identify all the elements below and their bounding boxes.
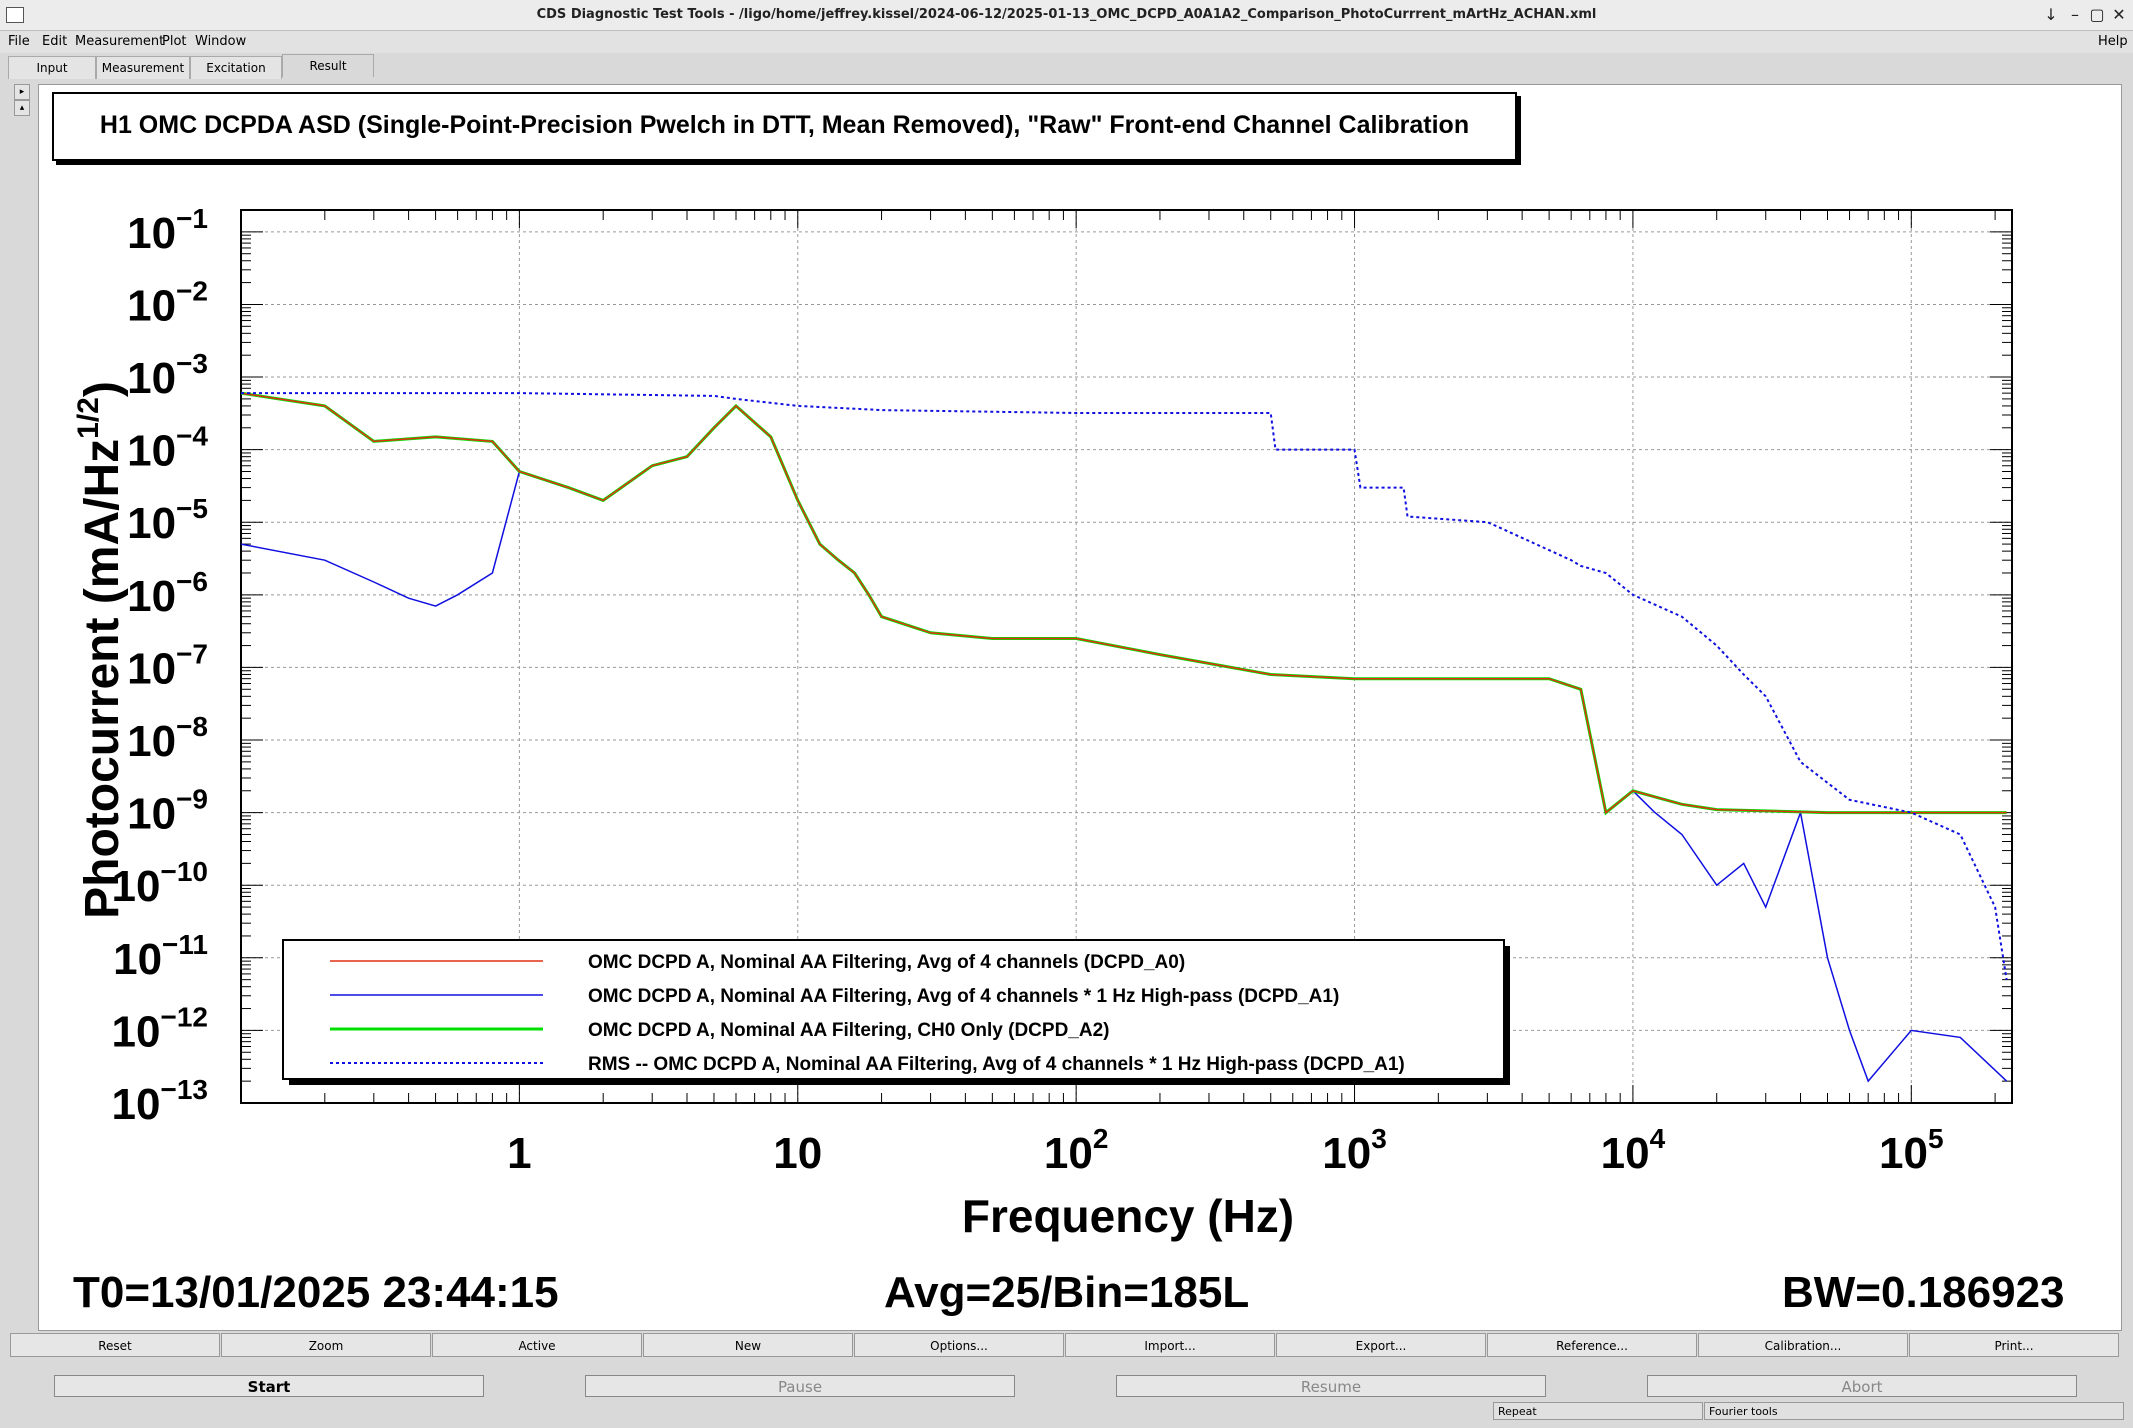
import-button[interactable]: Import... <box>1065 1333 1275 1357</box>
reference-button[interactable]: Reference... <box>1487 1333 1697 1357</box>
tab-measurement[interactable]: Measurement <box>96 56 190 79</box>
menu-help[interactable]: Help <box>2098 34 2128 49</box>
t0-readout: T0=13/01/2025 23:44:15 <box>73 1268 559 1317</box>
options-button[interactable]: Options... <box>854 1333 1064 1357</box>
collapse-up-icon[interactable]: ▴ <box>14 100 30 116</box>
tab-excitation[interactable]: Excitation <box>190 56 282 79</box>
calibration-button[interactable]: Calibration... <box>1698 1333 1908 1357</box>
resume-button[interactable]: Resume <box>1116 1375 1546 1397</box>
series-line-3 <box>241 392 2008 980</box>
legend-label: RMS -- OMC DCPD A, Nominal AA Filtering,… <box>588 1054 1405 1075</box>
maximize-icon[interactable]: ▢ <box>2089 5 2105 24</box>
y-tick-label: 10−13 <box>112 1074 208 1129</box>
y-tick-label: 10−1 <box>127 203 208 258</box>
plot-frame <box>240 209 2013 1104</box>
menu-plot[interactable]: Plot <box>162 34 187 49</box>
y-tick-label: 10−7 <box>127 638 208 693</box>
start-button[interactable]: Start <box>54 1375 484 1397</box>
active-button[interactable]: Active <box>432 1333 642 1357</box>
restore-icon[interactable]: – <box>2071 5 2079 24</box>
status-fourier: Fourier tools <box>1704 1402 2124 1420</box>
y-tick-label: 10−12 <box>112 1001 208 1056</box>
bw-readout: BW=0.186923 <box>1782 1268 2065 1317</box>
x-axis-label: Frequency (Hz) <box>962 1190 1294 1242</box>
plot-title: H1 OMC DCPDA ASD (Single-Point-Precision… <box>99 111 1470 139</box>
minor-ticks <box>240 209 2012 1104</box>
legend-label: OMC DCPD A, Nominal AA Filtering, CH0 On… <box>588 1020 1109 1041</box>
zoom-button[interactable]: Zoom <box>221 1333 431 1357</box>
plot-title-box: H1 OMC DCPDA ASD (Single-Point-Precision… <box>52 92 1517 161</box>
x-tick-label: 1 <box>507 1129 531 1178</box>
y-tick-label: 10−4 <box>127 421 208 476</box>
tab-input[interactable]: Input <box>8 56 96 79</box>
window-titlebar: CDS Diagnostic Test Tools - /ligo/home/j… <box>0 0 2133 31</box>
y-axis-label: Photocurrent (mA/Hz1/2) <box>72 381 129 919</box>
series-line-0 <box>241 392 2007 814</box>
export-button[interactable]: Export... <box>1276 1333 1486 1357</box>
y-tick-label: 10−5 <box>127 493 208 548</box>
expand-right-icon[interactable]: ▸ <box>14 84 30 100</box>
tab-result[interactable]: Result <box>282 54 374 77</box>
minimize-icon[interactable]: ↓ <box>2044 5 2058 24</box>
x-tick-labels: 1 10 102 103 104 105 <box>507 1123 1943 1178</box>
menu-file[interactable]: File <box>8 34 30 49</box>
legend-label: OMC DCPD A, Nominal AA Filtering, Avg of… <box>588 952 1185 973</box>
window-title: CDS Diagnostic Test Tools - /ligo/home/j… <box>536 7 1597 22</box>
menu-bar: File Edit Measurement Plot Window Help <box>0 31 2133 53</box>
y-tick-label: 10−8 <box>127 711 208 766</box>
legend: OMC DCPD A, Nominal AA Filtering, Avg of… <box>282 939 1510 1085</box>
x-tick-label: 105 <box>1879 1123 1944 1178</box>
y-tick-label: 10−6 <box>127 566 208 621</box>
run-controls: Start Pause Resume Abort <box>54 1375 2094 1399</box>
y-tick-labels: 10−1 10−2 10−3 10−4 10−5 10−6 10−7 10−8 10−9 10−1… <box>112 203 209 1129</box>
x-tick-label: 104 <box>1601 1123 1666 1178</box>
menu-window[interactable]: Window <box>195 34 247 49</box>
legend-label: OMC DCPD A, Nominal AA Filtering, Avg of… <box>588 986 1339 1007</box>
x-tick-label: 103 <box>1322 1123 1387 1178</box>
plot-canvas[interactable] <box>38 84 2122 1331</box>
menu-edit[interactable]: Edit <box>42 34 68 49</box>
close-icon[interactable]: ✕ <box>2112 5 2126 24</box>
x-tick-label: 102 <box>1044 1123 1109 1178</box>
x-tick-label: 10 <box>773 1129 822 1178</box>
y-tick-label: 10−2 <box>127 275 208 330</box>
menu-measurement[interactable]: Measurement <box>75 34 165 49</box>
plot-curves <box>241 391 2008 1083</box>
new-button[interactable]: New <box>643 1333 853 1357</box>
plot-toolbar: Reset Zoom Active New Options... Import.… <box>10 1333 2122 1359</box>
y-tick-label: 10−11 <box>113 929 208 984</box>
status-repeat: Repeat <box>1493 1402 1703 1420</box>
y-tick-label: 10−10 <box>112 856 208 911</box>
reset-button[interactable]: Reset <box>10 1333 220 1357</box>
y-tick-label: 10−9 <box>127 784 208 839</box>
y-tick-label: 10−3 <box>127 348 208 403</box>
abort-button[interactable]: Abort <box>1647 1375 2077 1397</box>
app-icon <box>6 7 24 23</box>
avg-readout: Avg=25/Bin=185L <box>884 1268 1250 1317</box>
pause-button[interactable]: Pause <box>585 1375 1015 1397</box>
print-button[interactable]: Print... <box>1909 1333 2119 1357</box>
